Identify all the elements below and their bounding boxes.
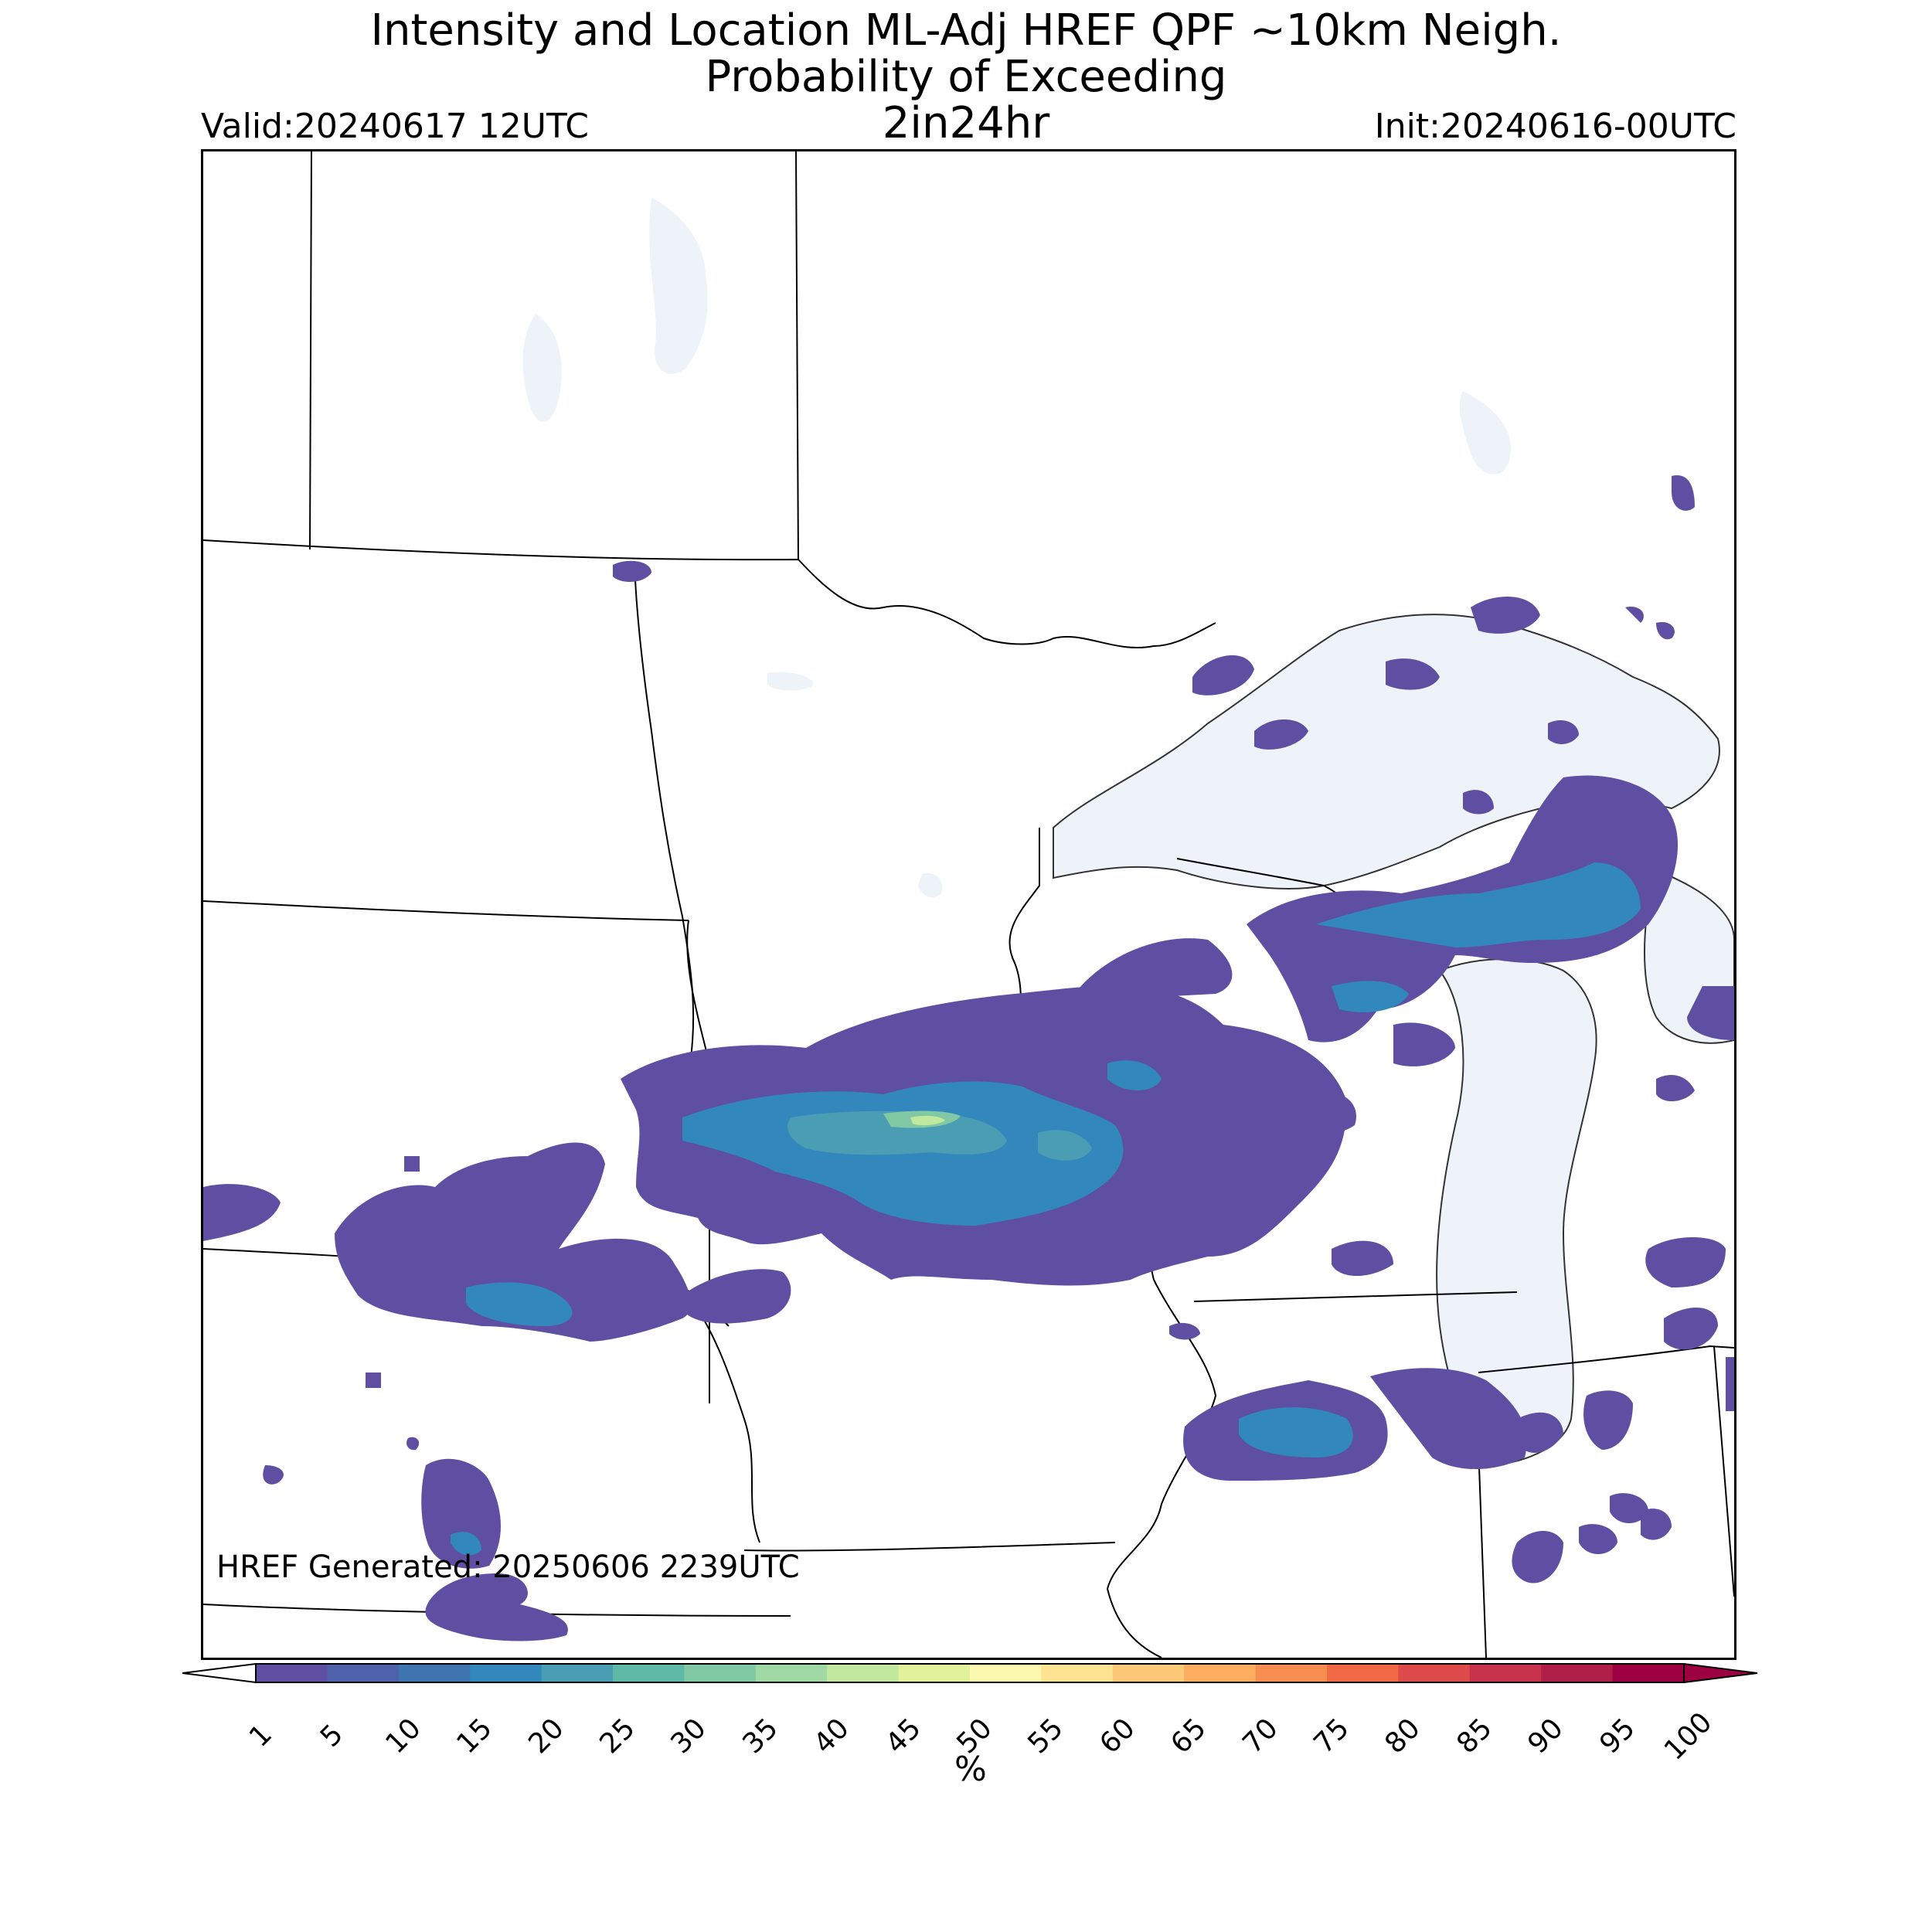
colorbar-tick-label: 45 — [879, 1712, 927, 1760]
colorbar-outline — [255, 1663, 1685, 1683]
border-in-oh — [1713, 1345, 1734, 1597]
colorbar-tick-label: 60 — [1094, 1712, 1141, 1760]
border-ia-wi-il — [1106, 1279, 1217, 1658]
title-line-1: Intensity and Location ML-Adj HREF QPF ~… — [370, 5, 1562, 56]
lake-superior — [1053, 614, 1720, 889]
border-ne-missouri — [682, 1287, 760, 1543]
colorbar-segment — [1612, 1664, 1685, 1682]
colorbar-segment — [755, 1664, 828, 1682]
colorbar-segment — [1112, 1664, 1185, 1682]
colorbar-segment — [541, 1664, 614, 1682]
colorbar-segment — [327, 1664, 400, 1682]
colorbar-tick-label: 25 — [594, 1712, 641, 1760]
generated-timestamp: HREF Generated: 20250606 2239UTC — [216, 1549, 800, 1585]
colorbar-tick-label: 1 — [243, 1718, 279, 1753]
colorbar-tick-label: 10 — [379, 1712, 427, 1760]
border-nd-mn — [634, 560, 695, 1064]
colorbar-segment — [898, 1664, 971, 1682]
colorbar-segment — [1327, 1664, 1399, 1682]
colorbar-tick-label: 90 — [1522, 1712, 1570, 1760]
colorbar-tick-label: 40 — [808, 1712, 855, 1760]
colorbar-segment — [1184, 1664, 1257, 1682]
map-canvas — [203, 151, 1734, 1658]
colorbar-tick-label: 5 — [315, 1718, 350, 1753]
colorbar-segment — [1255, 1664, 1328, 1682]
colorbar-over-arrow — [1683, 1662, 1758, 1684]
colorbar-tick-label: 75 — [1308, 1712, 1355, 1760]
map-panel[interactable] — [201, 149, 1736, 1660]
colorbar-segment — [1541, 1664, 1614, 1682]
mille-lacs — [918, 873, 943, 898]
water-bodies — [522, 198, 1734, 1467]
colorbar-under-arrow — [182, 1662, 257, 1684]
colorbar-tick-label: 30 — [665, 1712, 713, 1760]
init-time-label: Init:20240616-00UTC — [1374, 107, 1736, 146]
colorbar — [182, 1662, 1758, 1684]
lake-of-woods — [1459, 391, 1511, 475]
colorbar-segment — [970, 1664, 1042, 1682]
border-manitoba-ontario — [795, 151, 799, 560]
red-lake — [767, 672, 814, 691]
colorbar-segment — [256, 1664, 328, 1682]
border-us-canada — [203, 539, 1216, 649]
title-line-2: Probability of Exceeding — [705, 52, 1227, 102]
colorbar-tick-label: 65 — [1165, 1712, 1213, 1760]
probability-field — [203, 475, 1734, 1641]
prob-layer-40pct — [910, 1115, 945, 1126]
colorbar-tick-label: 15 — [451, 1712, 498, 1760]
border-wi-il — [1193, 1291, 1518, 1302]
colorbar-tick-label: 20 — [522, 1712, 570, 1760]
colorbar-segment — [398, 1664, 471, 1682]
lake-michigan — [1436, 958, 1597, 1467]
colorbar-segment — [613, 1664, 685, 1682]
border-nd-sd — [203, 900, 689, 921]
colorbar-segment — [827, 1664, 900, 1682]
colorbar-tick-label: 100 — [1658, 1706, 1719, 1767]
colorbar-tick-label: 70 — [1236, 1712, 1284, 1760]
colorbar-unit-label: % — [954, 1750, 987, 1789]
colorbar-segments — [256, 1664, 1685, 1682]
colorbar-segment — [1398, 1664, 1471, 1682]
colorbar-segment — [684, 1664, 757, 1682]
border-ia-mo — [743, 1542, 1116, 1552]
colorbar-segment — [470, 1664, 543, 1682]
colorbar-tick-label: 95 — [1593, 1712, 1641, 1760]
colorbar-tick-label: 35 — [736, 1712, 784, 1760]
colorbar-segment — [1041, 1664, 1114, 1682]
valid-time-label: Valid:20240617 12UTC — [201, 107, 590, 146]
title-line-3: 2in24hr — [882, 98, 1050, 148]
lake-manitoba — [522, 314, 562, 422]
colorbar-tick-label: 55 — [1022, 1712, 1070, 1760]
border-sask-manitoba — [309, 151, 312, 550]
colorbar-segment — [1469, 1664, 1542, 1682]
lake-winnipeg — [649, 198, 708, 375]
colorbar-tick-label: 80 — [1379, 1712, 1427, 1760]
colorbar-tick-label: 85 — [1451, 1712, 1498, 1760]
